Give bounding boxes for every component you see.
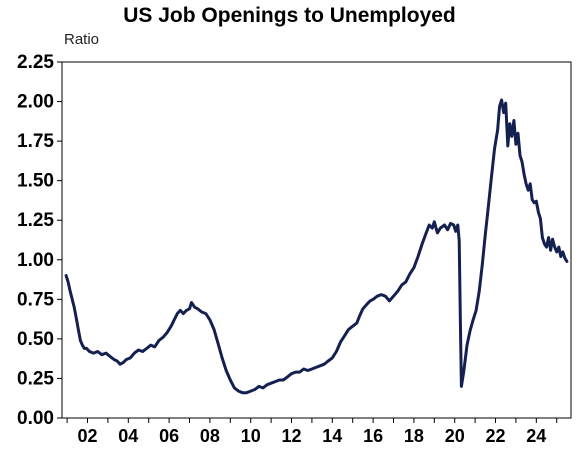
x-tick-label: 16: [363, 426, 383, 446]
x-tick-label: 12: [281, 426, 301, 446]
chart-title: US Job Openings to Unemployed: [123, 4, 456, 27]
x-tick-label: 18: [404, 426, 424, 446]
series-line: [64, 98, 569, 395]
x-tick-label: 22: [486, 426, 506, 446]
y-axis-label: Ratio: [64, 31, 100, 48]
y-tick-label: 2.00: [17, 92, 54, 113]
plot-area-frame: [61, 61, 572, 419]
y-tick-label: 0.50: [17, 329, 54, 350]
x-tick-label: 06: [159, 426, 179, 446]
x-tick-label: 10: [241, 426, 261, 446]
x-tick-label: 02: [77, 426, 97, 446]
y-tick-label: 0.00: [17, 408, 54, 429]
x-axis: 02 04 06 08 10 12 14 16 18 20 22 24: [66, 418, 558, 446]
y-tick-label: 1.75: [17, 131, 54, 152]
x-tick-label: 14: [322, 426, 342, 446]
x-tick-label: 04: [118, 426, 138, 446]
x-tick-label: 08: [200, 426, 220, 446]
y-tick-label: 0.25: [17, 368, 54, 389]
y-tick-label: 1.25: [17, 210, 54, 231]
y-tick-label: 0.75: [17, 289, 54, 310]
x-tick-label: 20: [445, 426, 465, 446]
x-tick-label: 24: [526, 426, 546, 446]
y-tick-label: 2.25: [17, 52, 54, 73]
y-axis: 0.00 0.25 0.50 0.75 1.00 1.25 1.50 1.75 2.00 2.25: [17, 52, 62, 429]
y-tick-label: 1.50: [17, 171, 54, 192]
y-tick-label: 1.00: [17, 250, 54, 271]
